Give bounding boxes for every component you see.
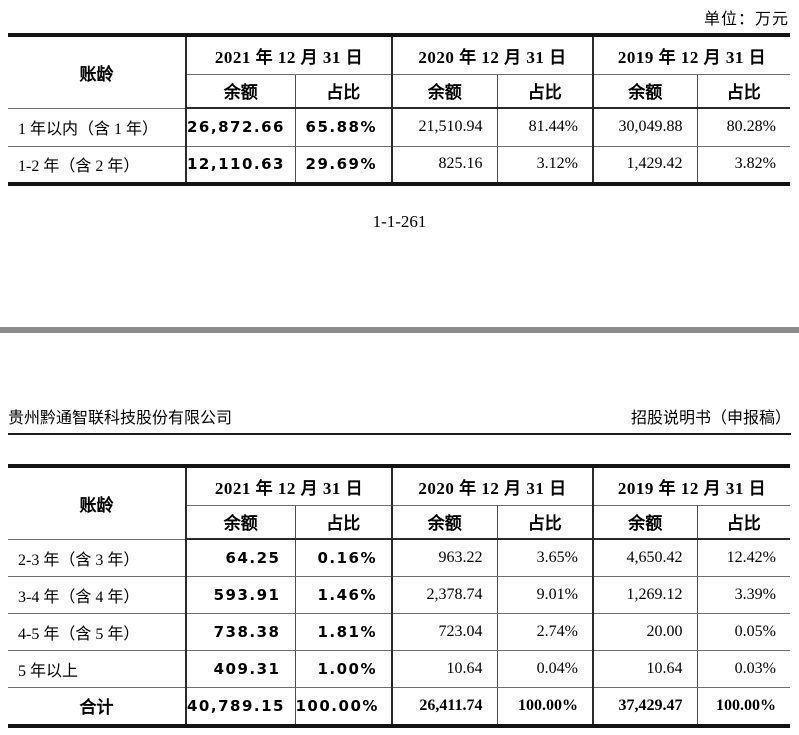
balance-header: 余额 bbox=[391, 504, 498, 540]
table-header-row-dates: 账龄 2021 年 12 月 31 日 2020 年 12 月 31 日 201… bbox=[8, 465, 790, 540]
cell-balance-2019: 20.00 bbox=[592, 612, 698, 651]
ratio-header: 占比 bbox=[696, 73, 790, 109]
ratio-header: 占比 bbox=[294, 504, 393, 540]
cell-balance-2019: 4,650.42 bbox=[592, 538, 698, 577]
balance-header: 余额 bbox=[592, 73, 698, 109]
table-row: 1 年以内（含 1 年） 26,872.66 65.88% 21,510.94 … bbox=[8, 107, 790, 147]
aging-column-header: 账龄 bbox=[8, 34, 187, 109]
cell-total-balance-2020: 26,411.74 bbox=[391, 686, 498, 727]
date-header-2019: 2019 年 12 月 31 日 bbox=[592, 34, 790, 75]
balance-header: 余额 bbox=[592, 504, 698, 540]
cell-balance-2019: 10.64 bbox=[592, 649, 698, 688]
cell-total-ratio-2020: 100.00% bbox=[496, 686, 594, 727]
table-row: 1-2 年（含 2 年） 12,110.63 29.69% 825.16 3.1… bbox=[8, 145, 790, 185]
cell-ratio-2020: 0.04% bbox=[496, 649, 594, 688]
date-header-2021: 2021 年 12 月 31 日 bbox=[185, 465, 393, 506]
table-row: 3-4 年（含 4 年） 593.91 1.46% 2,378.74 9.01%… bbox=[8, 575, 790, 614]
date-header-2020: 2020 年 12 月 31 日 bbox=[391, 465, 594, 506]
cell-ratio-2019: 12.42% bbox=[696, 538, 790, 577]
company-name: 贵州黔通智联科技股份有限公司 bbox=[8, 410, 233, 427]
cell-balance-2021: 64.25 bbox=[185, 538, 296, 577]
document-title: 招股说明书（申报稿） bbox=[630, 410, 791, 427]
cell-ratio-2020: 81.44% bbox=[496, 107, 594, 147]
cell-ratio-2019: 80.28% bbox=[696, 107, 790, 147]
cell-ratio-2019: 3.82% bbox=[696, 145, 790, 185]
cell-ratio-2020: 3.12% bbox=[496, 145, 594, 185]
balance-header: 余额 bbox=[185, 73, 296, 109]
row-label: 3-4 年（含 4 年） bbox=[8, 575, 187, 614]
cell-balance-2019: 30,049.88 bbox=[592, 107, 698, 147]
cell-ratio-2020: 9.01% bbox=[496, 575, 594, 614]
table-total-row: 合计 40,789.15 100.00% 26,411.74 100.00% 3… bbox=[8, 686, 790, 727]
cell-balance-2021: 26,872.66 bbox=[185, 107, 296, 147]
unit-label: 单位：万元 bbox=[703, 11, 789, 28]
aging-table-part2: 账龄 2021 年 12 月 31 日 2020 年 12 月 31 日 201… bbox=[8, 464, 790, 728]
cell-balance-2021: 593.91 bbox=[185, 575, 296, 614]
aging-column-header: 账龄 bbox=[8, 465, 187, 540]
cell-ratio-2021: 1.46% bbox=[294, 575, 393, 614]
table-row: 5 年以上 409.31 1.00% 10.64 0.04% 10.64 0.0… bbox=[8, 649, 790, 688]
cell-ratio-2019: 0.05% bbox=[696, 612, 790, 651]
row-label: 4-5 年（含 5 年） bbox=[8, 612, 187, 651]
table-header-row-dates: 账龄 2021 年 12 月 31 日 2020 年 12 月 31 日 201… bbox=[8, 34, 790, 109]
cell-balance-2020: 21,510.94 bbox=[391, 107, 498, 147]
page-number: 1-1-261 bbox=[372, 212, 427, 231]
cell-ratio-2020: 3.65% bbox=[496, 538, 594, 577]
ratio-header: 占比 bbox=[496, 504, 594, 540]
cell-balance-2020: 2,378.74 bbox=[391, 575, 498, 614]
cell-balance-2021: 738.38 bbox=[185, 612, 296, 651]
row-label: 1-2 年（含 2 年） bbox=[8, 145, 187, 185]
cell-balance-2021: 409.31 bbox=[185, 649, 296, 688]
cell-ratio-2020: 2.74% bbox=[496, 612, 594, 651]
cell-ratio-2021: 29.69% bbox=[294, 145, 393, 185]
cell-ratio-2021: 65.88% bbox=[294, 107, 393, 147]
ratio-header: 占比 bbox=[294, 73, 393, 109]
cell-balance-2020: 963.22 bbox=[391, 538, 498, 577]
row-label: 5 年以上 bbox=[8, 649, 187, 688]
date-header-2020: 2020 年 12 月 31 日 bbox=[391, 34, 594, 75]
cell-total-balance-2021: 40,789.15 bbox=[185, 686, 296, 727]
table-row: 2-3 年（含 3 年） 64.25 0.16% 963.22 3.65% 4,… bbox=[8, 538, 790, 577]
running-header: 贵州黔通智联科技股份有限公司 招股说明书（申报稿） bbox=[8, 404, 791, 435]
table-subheader-row: 余额 占比 余额 占比 余额 占比 bbox=[8, 73, 790, 109]
row-label: 1 年以内（含 1 年） bbox=[8, 107, 187, 147]
cell-balance-2019: 1,429.42 bbox=[592, 145, 698, 185]
cell-balance-2020: 723.04 bbox=[391, 612, 498, 651]
table-subheader-row: 余额 占比 余额 占比 余额 占比 bbox=[8, 504, 790, 540]
cell-ratio-2019: 0.03% bbox=[696, 649, 790, 688]
cell-total-ratio-2019: 100.00% bbox=[696, 686, 790, 727]
date-header-2019: 2019 年 12 月 31 日 bbox=[592, 465, 790, 506]
cell-total-balance-2019: 37,429.47 bbox=[592, 686, 698, 727]
cell-ratio-2021: 0.16% bbox=[294, 538, 393, 577]
balance-header: 余额 bbox=[185, 504, 296, 540]
cell-balance-2019: 1,269.12 bbox=[592, 575, 698, 614]
table-row: 4-5 年（含 5 年） 738.38 1.81% 723.04 2.74% 2… bbox=[8, 612, 790, 651]
cell-balance-2020: 10.64 bbox=[391, 649, 498, 688]
cell-ratio-2019: 3.39% bbox=[696, 575, 790, 614]
row-label: 2-3 年（含 3 年） bbox=[8, 538, 187, 577]
aging-table-part1: 账龄 2021 年 12 月 31 日 2020 年 12 月 31 日 201… bbox=[8, 33, 790, 186]
page-break-divider bbox=[0, 327, 799, 333]
ratio-header: 占比 bbox=[496, 73, 594, 109]
cell-ratio-2021: 1.81% bbox=[294, 612, 393, 651]
ratio-header: 占比 bbox=[696, 504, 790, 540]
balance-header: 余额 bbox=[391, 73, 498, 109]
date-header-2021: 2021 年 12 月 31 日 bbox=[185, 34, 393, 75]
total-row-label: 合计 bbox=[8, 686, 187, 727]
cell-total-ratio-2021: 100.00% bbox=[294, 686, 393, 727]
cell-balance-2021: 12,110.63 bbox=[185, 145, 296, 185]
cell-ratio-2021: 1.00% bbox=[294, 649, 393, 688]
cell-balance-2020: 825.16 bbox=[391, 145, 498, 185]
